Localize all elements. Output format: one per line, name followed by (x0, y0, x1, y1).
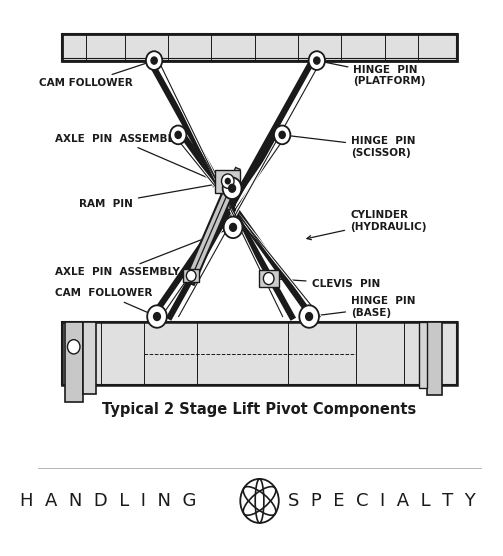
Bar (215, 170, 240, 193)
Bar (184, 269, 199, 282)
Circle shape (229, 185, 235, 192)
Circle shape (274, 126, 290, 144)
Text: AXLE  PIN  ASSEMBLY: AXLE PIN ASSEMBLY (55, 134, 228, 187)
Circle shape (151, 57, 157, 64)
Circle shape (221, 174, 234, 188)
Text: Typical 2 Stage Lift Pivot Components: Typical 2 Stage Lift Pivot Components (103, 401, 416, 416)
Circle shape (224, 217, 242, 238)
Circle shape (230, 224, 236, 231)
Circle shape (306, 312, 312, 320)
Circle shape (175, 131, 181, 138)
Bar (62, 34, 457, 61)
Circle shape (223, 177, 241, 199)
Text: HINGE  PIN
(BASE): HINGE PIN (BASE) (313, 296, 415, 318)
Circle shape (309, 51, 325, 70)
Circle shape (279, 131, 285, 138)
Circle shape (153, 312, 160, 320)
Bar (427, 322, 443, 395)
Circle shape (314, 57, 320, 64)
Bar (64, 322, 83, 402)
Bar (62, 322, 457, 385)
Text: HINGE  PIN
(PLATFORM): HINGE PIN (PLATFORM) (321, 60, 426, 86)
Circle shape (146, 51, 162, 70)
Circle shape (299, 305, 319, 327)
Text: HINGE  PIN
(SCISSOR): HINGE PIN (SCISSOR) (286, 134, 415, 158)
Bar (259, 270, 279, 287)
Circle shape (187, 270, 196, 281)
Circle shape (67, 340, 80, 354)
Bar (62, 322, 457, 385)
Text: CYLINDER
(HYDRAULIC): CYLINDER (HYDRAULIC) (307, 210, 427, 240)
Circle shape (225, 178, 230, 184)
Bar (419, 322, 427, 388)
Bar (83, 322, 97, 394)
Circle shape (147, 305, 167, 327)
Text: S  P  E  C  I  A  L  T  Y: S P E C I A L T Y (288, 492, 476, 510)
Text: AXLE  PIN  ASSEMBLY: AXLE PIN ASSEMBLY (55, 229, 229, 277)
Bar (62, 34, 457, 61)
Text: CLEVIS  PIN: CLEVIS PIN (273, 277, 380, 289)
Text: RAM  PIN: RAM PIN (79, 183, 217, 208)
Text: CAM FOLLOWER: CAM FOLLOWER (39, 61, 150, 88)
Circle shape (264, 272, 274, 285)
Circle shape (170, 126, 187, 144)
Text: H  A  N  D  L  I  N  G: H A N D L I N G (20, 492, 196, 510)
Text: CAM  FOLLOWER: CAM FOLLOWER (55, 289, 153, 315)
